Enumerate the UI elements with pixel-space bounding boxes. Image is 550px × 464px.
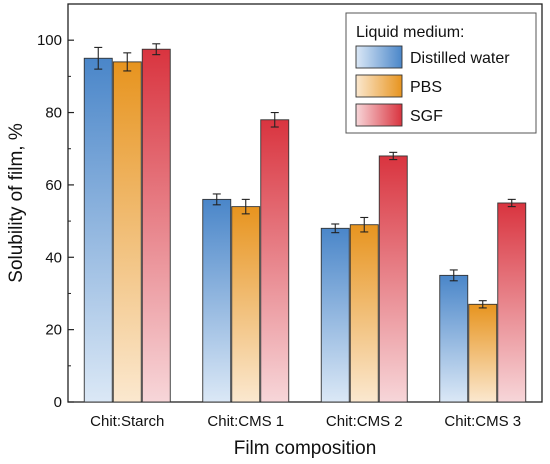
bar [497, 202, 527, 403]
bar [378, 155, 408, 403]
y-tick-label: 20 [45, 322, 62, 339]
bar [468, 303, 498, 403]
x-tick-label: Chit:Starch [90, 413, 164, 430]
bar [260, 119, 290, 403]
x-tick-label: Chit:CMS 2 [326, 413, 403, 430]
bar [349, 224, 379, 403]
legend-label: SGF [410, 108, 443, 125]
legend-title: Liquid medium: [356, 24, 465, 41]
y-tick-label: 80 [45, 105, 62, 122]
x-axis-title: Film composition [234, 438, 377, 459]
legend-swatch [355, 45, 403, 69]
legend: Liquid medium: Distilled water PBS SGF [345, 12, 537, 134]
bar [439, 274, 469, 403]
bar [141, 48, 171, 403]
y-tick-label: 60 [45, 177, 62, 194]
bars-group [83, 48, 527, 403]
legend-label: PBS [410, 79, 442, 96]
x-tick-label: Chit:CMS 1 [207, 413, 284, 430]
error-bars-group [94, 43, 516, 309]
bar [320, 227, 350, 403]
bar [83, 57, 113, 403]
x-axis: Chit:Starch Chit:CMS 1 Chit:CMS 2 Chit:CMS … [90, 396, 521, 430]
y-axis-title: Solubility of film, % [6, 123, 27, 283]
y-axis: 0 20 40 60 80 100 [37, 32, 74, 411]
bar [202, 198, 232, 403]
y-tick-label: 0 [54, 394, 62, 411]
plot-frame [67, 3, 543, 403]
x-tick-label: Chit:CMS 3 [444, 413, 521, 430]
legend-swatch [355, 103, 403, 127]
bar [231, 206, 261, 403]
legend-label: Distilled water [410, 50, 510, 67]
legend-swatch [355, 74, 403, 98]
bar [112, 61, 142, 403]
y-tick-label: 40 [45, 249, 62, 266]
y-tick-label: 100 [37, 32, 62, 49]
